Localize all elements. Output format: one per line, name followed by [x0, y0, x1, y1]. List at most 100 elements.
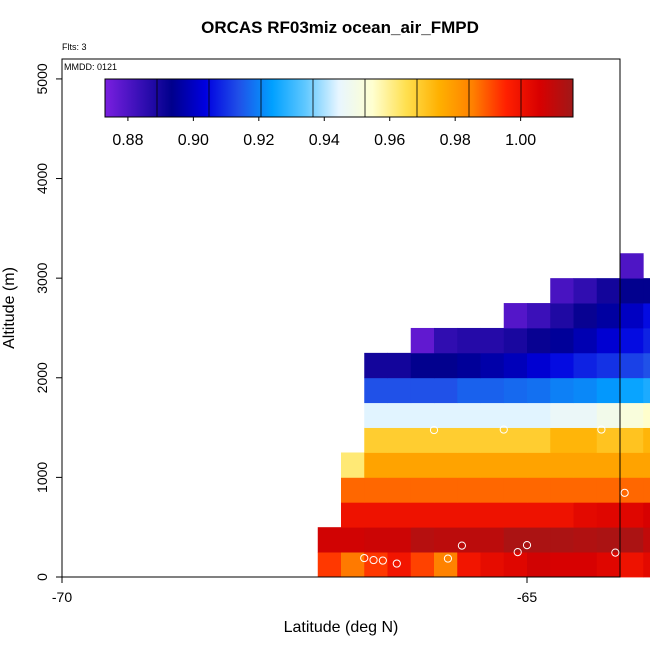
heatmap-cell [527, 477, 551, 503]
heatmap-cell [550, 527, 574, 553]
heatmap-cell [643, 527, 650, 553]
heatmap-cell [503, 452, 528, 478]
heatmap-cell [643, 327, 650, 354]
observation-point [360, 553, 369, 563]
heatmap-cell [480, 552, 505, 578]
heatmap-cell [457, 552, 481, 578]
heatmap-cell [596, 327, 621, 354]
y-tick-label: 4000 [34, 163, 50, 194]
heatmap-cell [434, 527, 458, 553]
heatmap-cell [457, 502, 481, 528]
heatmap-cell [550, 327, 574, 354]
observation-point [267, 543, 276, 552]
heatmap-cell [480, 352, 505, 379]
heatmap-cell [434, 502, 458, 528]
heatmap-cell [643, 352, 650, 379]
x-axis-title: Latitude (deg N) [284, 619, 399, 636]
observation-point [620, 488, 629, 497]
colorbar-frame [104, 78, 574, 118]
heatmap-cell [550, 427, 574, 453]
heatmap-cell [480, 327, 505, 354]
heatmap-cell [550, 552, 574, 578]
heatmap-cell [457, 527, 481, 553]
heatmap-cell [550, 402, 574, 428]
heatmap-cell [620, 477, 644, 503]
heatmap-cell [550, 352, 574, 379]
colorbar-gradient [105, 79, 573, 117]
heatmap-cell [643, 427, 650, 453]
colorbar-tick-label: 0.88 [112, 132, 143, 149]
heatmap-cell [480, 377, 505, 404]
heatmap-cell [620, 552, 644, 578]
observation-point [378, 556, 387, 565]
y-tick-label: 3000 [34, 262, 50, 293]
heatmap-cell [410, 377, 435, 404]
heatmap-cell [596, 427, 621, 453]
heatmap-cell [596, 377, 621, 404]
x-tick-label: -70 [52, 589, 72, 605]
heatmap-cell [364, 502, 388, 528]
colorbar-tick-label: 0.96 [374, 132, 405, 149]
flights-count-label: Flts: 3 [62, 42, 87, 52]
heatmap-cell [364, 452, 388, 478]
heatmap-cell [480, 427, 505, 453]
heatmap-cell [503, 502, 528, 528]
y-tick-label: 5000 [34, 63, 50, 94]
heatmap-cell [503, 352, 528, 379]
heatmap-cell [434, 427, 458, 453]
colorbar-tick-label: 0.94 [309, 132, 340, 149]
observation-point [346, 350, 355, 359]
observation-point [611, 548, 620, 557]
heatmap-cell [596, 352, 621, 379]
heatmap-cell [364, 552, 388, 578]
observation-point [369, 555, 378, 565]
heatmap-cell [550, 452, 574, 478]
heatmap-cell [387, 452, 412, 478]
heatmap-cell [573, 527, 598, 553]
heatmap-cell [364, 527, 388, 553]
heatmap-cell [550, 303, 574, 329]
heatmap-cell [643, 303, 650, 329]
heatmap-cell [410, 402, 435, 428]
heatmap-cell [527, 427, 551, 453]
heatmap-cell [596, 402, 621, 428]
heatmap-cell [503, 377, 528, 404]
observation-point [341, 426, 350, 435]
heatmap-cell [620, 327, 644, 354]
heatmap-cell [480, 402, 505, 428]
heatmap-cell [596, 278, 621, 304]
heatmap-cell [620, 452, 644, 478]
chart-title: ORCAS RF03miz ocean_air_FMPD [201, 18, 479, 37]
heatmap-cell [643, 452, 650, 478]
heatmap-cell [620, 502, 644, 528]
heatmap-cell [341, 477, 365, 503]
heatmap-cell [596, 552, 621, 578]
heatmap-cell [457, 327, 481, 354]
heatmap-cell [643, 477, 650, 503]
heatmap-cell [620, 278, 644, 304]
heatmap-cell [480, 477, 505, 503]
heatmap-cell [643, 502, 650, 528]
y-tick-label: 0 [34, 573, 50, 581]
observation-point [499, 425, 508, 434]
observation-point [443, 554, 453, 563]
heatmap-cell [387, 502, 412, 528]
observation-points [267, 250, 650, 568]
heatmap-cell [503, 427, 528, 453]
heatmap-cell [317, 552, 342, 578]
date-label: MMDD: 0121 [64, 62, 117, 72]
heatmap-cell [434, 477, 458, 503]
axes: -70 -65 0 1000 2000 3000 4000 5000 [34, 63, 537, 605]
y-tick-label: 2000 [34, 362, 50, 393]
heatmap-cell [573, 327, 598, 354]
heatmap-cell [573, 377, 598, 404]
heatmap-cell [573, 427, 598, 453]
heatmap-cell [573, 502, 598, 528]
heatmap-cell [596, 303, 621, 329]
heatmap-cell [596, 502, 621, 528]
heatmap-cell [643, 402, 650, 428]
heatmap-cells [317, 253, 650, 578]
observation-point [271, 556, 280, 565]
heatmap-cell [527, 303, 551, 329]
heatmap-cell [341, 502, 365, 528]
